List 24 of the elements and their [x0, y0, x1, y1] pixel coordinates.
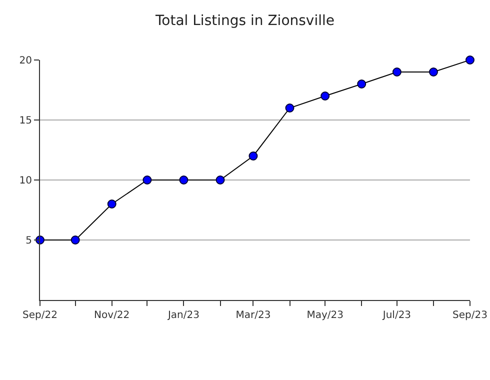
point	[216, 176, 225, 184]
x-tick-label: Sep/23	[452, 310, 488, 321]
y-tick-label: 10	[19, 176, 32, 186]
point	[466, 56, 474, 64]
y-tick-label: 20	[19, 56, 32, 66]
x-tick-label: Jan/23	[166, 310, 200, 321]
x-tick-label: Nov/22	[94, 310, 130, 321]
point	[392, 68, 402, 76]
point	[248, 152, 258, 160]
point	[285, 104, 294, 112]
point	[357, 80, 366, 88]
point	[142, 176, 152, 184]
point	[428, 68, 438, 76]
x-tick-label: Jul/23	[382, 310, 412, 321]
y-tick-label: 5	[26, 236, 32, 246]
chart-title: Total Listings in Zionsville	[154, 13, 335, 29]
point	[179, 176, 188, 184]
x-tick-label: Mar/23	[236, 310, 271, 321]
x-tick-label: Sep/22	[22, 310, 58, 321]
x-tick-label: May/23	[306, 310, 344, 321]
y-tick-label: 15	[19, 116, 32, 126]
point	[107, 200, 116, 208]
point	[70, 236, 80, 244]
point	[320, 92, 330, 100]
